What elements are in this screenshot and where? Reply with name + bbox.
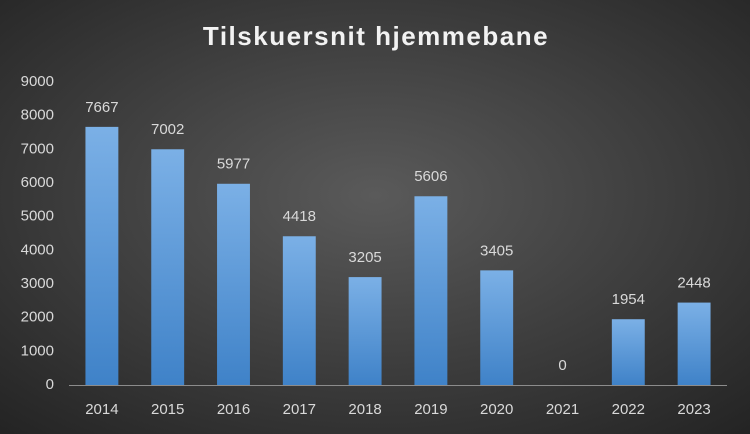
bar <box>677 302 711 385</box>
chart-title: Tilskuersnit hjemmebane <box>203 21 549 51</box>
data-label: 7002 <box>151 121 184 138</box>
x-tick-label: 2015 <box>151 401 184 418</box>
y-tick-label: 5000 <box>21 208 54 225</box>
x-tick-label: 2020 <box>480 401 513 418</box>
data-label: 1954 <box>612 291 645 308</box>
x-tick-label: 2021 <box>546 401 579 418</box>
data-label: 5606 <box>414 168 447 185</box>
bar <box>217 183 250 385</box>
x-tick-label: 2022 <box>612 401 645 418</box>
y-tick-label: 0 <box>46 376 54 393</box>
y-tick-label: 9000 <box>21 73 54 90</box>
data-label: 2448 <box>677 275 710 292</box>
y-tick-label: 8000 <box>21 107 54 124</box>
bar <box>480 270 514 385</box>
x-tick-label: 2023 <box>677 401 710 418</box>
bar <box>85 126 119 385</box>
data-label: 5977 <box>217 156 250 173</box>
x-tick-label: 2016 <box>217 401 250 418</box>
data-label: 0 <box>558 357 566 374</box>
y-tick-label: 7000 <box>21 140 54 157</box>
bar <box>414 196 448 385</box>
x-tick-label: 2014 <box>85 401 118 418</box>
bar <box>348 277 382 385</box>
y-tick-label: 6000 <box>21 174 54 191</box>
x-tick-label: 2018 <box>348 401 381 418</box>
y-tick-label: 3000 <box>21 275 54 292</box>
bar <box>611 319 645 385</box>
data-label: 4418 <box>283 208 316 225</box>
y-tick-label: 4000 <box>21 241 54 258</box>
data-label: 3205 <box>348 249 381 266</box>
bar <box>151 149 185 385</box>
y-tick-label: 2000 <box>21 309 54 326</box>
x-tick-label: 2017 <box>283 401 316 418</box>
y-tick-label: 1000 <box>21 342 54 359</box>
bar <box>282 236 316 385</box>
data-label: 7667 <box>85 99 118 116</box>
data-label: 3405 <box>480 242 513 259</box>
x-tick-label: 2019 <box>414 401 447 418</box>
